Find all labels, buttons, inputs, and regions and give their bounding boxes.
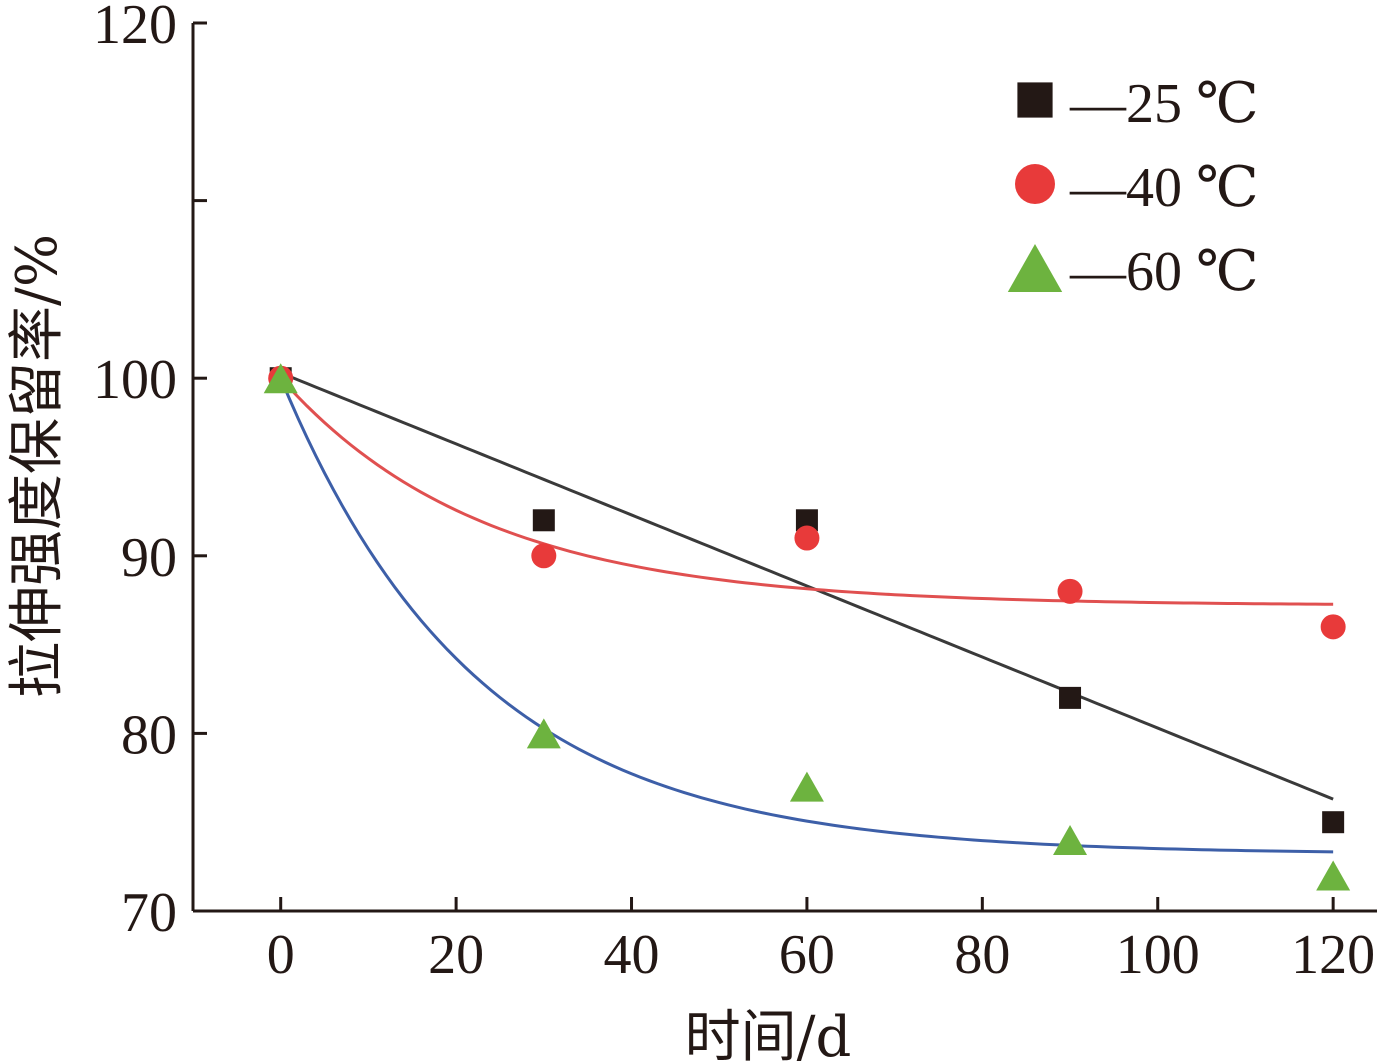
y-tick-label: 100: [93, 349, 177, 411]
data-point-series-2: [526, 718, 561, 749]
legend-label-2: —60 ℃: [1069, 241, 1259, 303]
x-tick-label: 0: [267, 924, 295, 986]
x-tick-label: 20: [428, 924, 484, 986]
data-point-series-2: [789, 771, 824, 802]
fit-curve-0: [280, 371, 1334, 801]
data-point-series-0: [1059, 686, 1082, 709]
legend-label-0: —25 ℃: [1069, 73, 1259, 135]
x-tick-label: 80: [954, 924, 1010, 986]
x-tick-label: 40: [604, 924, 660, 986]
x-tick-label: 60: [779, 924, 835, 986]
x-axis-title: 时间/d: [685, 1005, 852, 1064]
legend-marker-0: [1017, 82, 1053, 118]
y-axis-title: 拉伸强度保留率/%: [5, 234, 70, 698]
fit-lines: [279, 371, 1334, 854]
fit-curve-1: [279, 377, 1334, 606]
y-tick-label: 80: [121, 704, 177, 766]
data-point-series-1: [1057, 578, 1083, 604]
data-point-series-1: [794, 525, 820, 551]
legend-marker-2: [1007, 244, 1063, 292]
legend-label-1: —40 ℃: [1069, 157, 1259, 219]
data-point-series-2: [1053, 824, 1088, 855]
data-point-series-0: [1322, 811, 1345, 834]
axes: 0 20 40 60 80 100 120 70 80 90 100 120: [93, 0, 1377, 986]
data-point-series-2: [1316, 860, 1351, 891]
data-point-series-0: [532, 509, 555, 532]
fit-curve-2: [279, 377, 1334, 854]
y-tick-label: 120: [93, 0, 177, 56]
data-point-series-1: [1320, 614, 1346, 640]
data-point-series-2: [263, 363, 298, 394]
y-tick-label: 90: [121, 527, 177, 589]
data-markers: [263, 363, 1351, 891]
legend-marker-1: [1015, 164, 1055, 204]
x-tick-label: 100: [1116, 924, 1200, 986]
legend: —25 ℃ —40 ℃ —60 ℃: [1007, 73, 1259, 303]
data-point-series-1: [531, 543, 557, 569]
y-tick-label: 70: [121, 882, 177, 944]
x-tick-label: 120: [1291, 924, 1375, 986]
data-point-series-0: [795, 509, 818, 532]
